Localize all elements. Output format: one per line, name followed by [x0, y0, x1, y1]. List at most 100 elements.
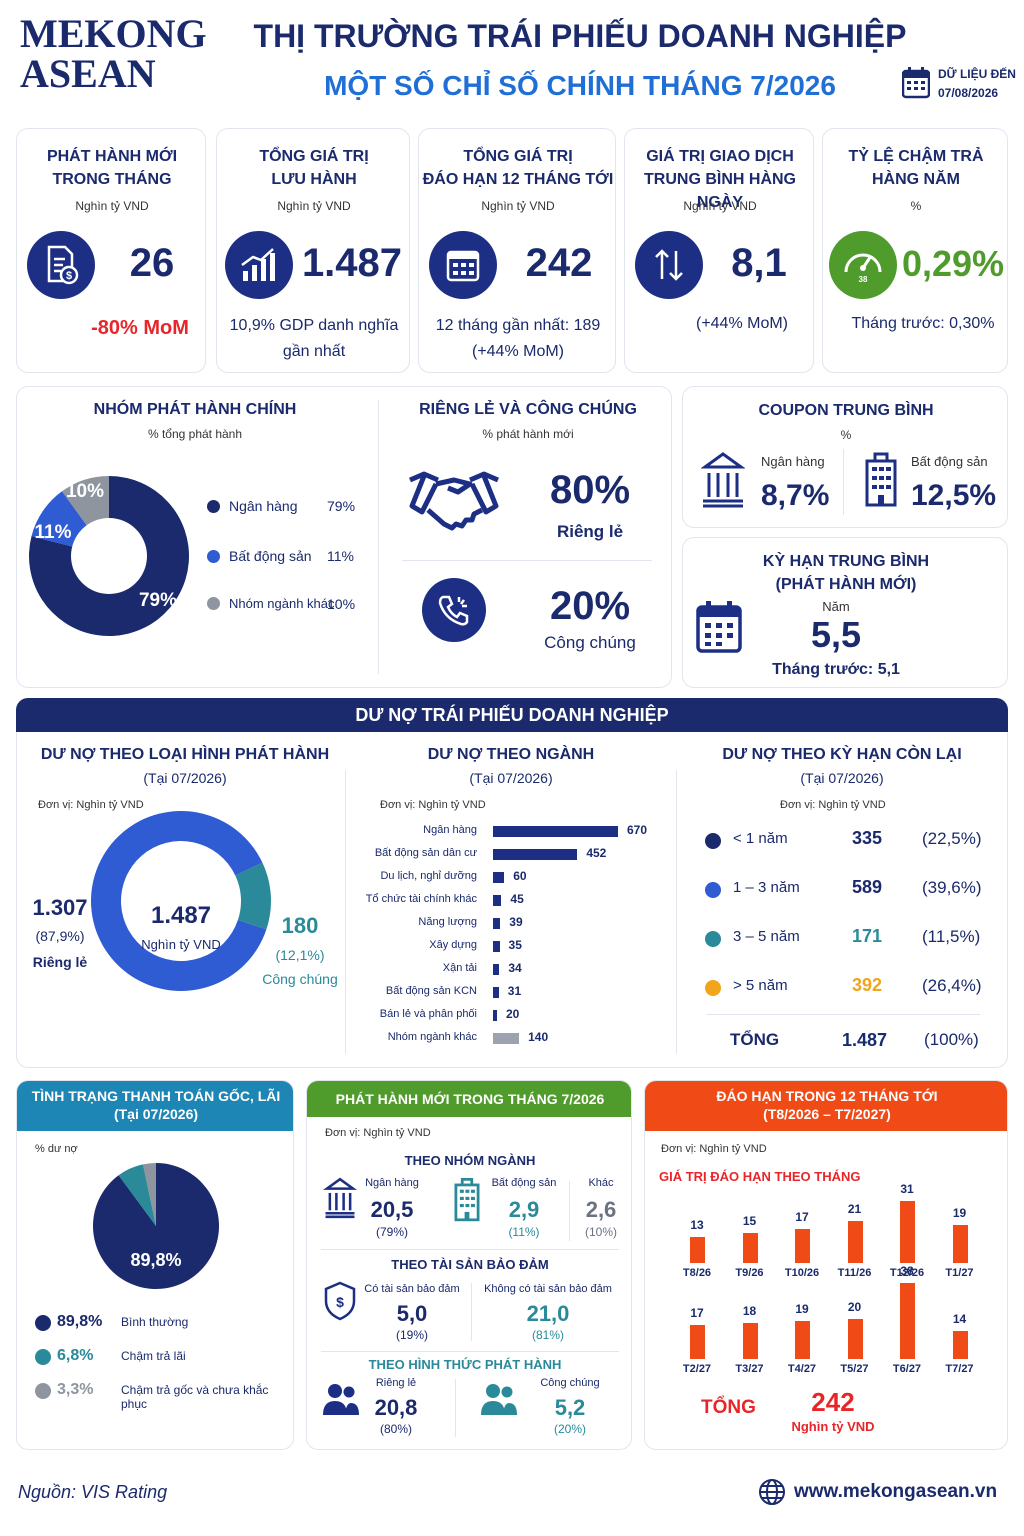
phone-icon — [422, 578, 486, 642]
sector-bar — [493, 895, 502, 906]
kpi-title-line1: GIÁ TRỊ GIAO DỊCH — [646, 148, 794, 165]
sector-bar-value: 670 — [627, 823, 648, 837]
page-title: THỊ TRƯỜNG TRÁI PHIẾU DOANH NGHIỆP — [253, 18, 907, 54]
month-bar — [742, 1323, 758, 1359]
tenor-card: KỲ HẠN TRUNG BÌNH (PHÁT HÀNH MỚI) Năm 5,5… — [682, 537, 1008, 688]
month-bar-value: 19 — [952, 1206, 967, 1220]
coupon-title: COUPON TRUNG BÌNH — [758, 402, 934, 419]
apartment-building-icon — [451, 1177, 483, 1228]
payment-legend-value: 89,8% — [57, 1313, 103, 1330]
new-issue-card: PHÁT HÀNH MỚI TRONG THÁNG 7/2026 Đơn vị:… — [306, 1080, 632, 1450]
payment-legend-dot — [35, 1315, 51, 1331]
month-bar-label: T10/26 — [784, 1267, 820, 1279]
sector-bar — [493, 826, 618, 837]
form-label: Riêng lẻ — [375, 1377, 417, 1389]
debt-type-center-value: 1.487 — [150, 902, 212, 929]
coupon-re-value: 12,5% — [911, 479, 997, 512]
payment-legend-dot — [35, 1349, 51, 1365]
month-bar — [742, 1233, 758, 1263]
sector-bar-value: 39 — [509, 915, 523, 929]
calendar-icon — [429, 231, 497, 299]
sector-bar-value: 452 — [586, 846, 607, 860]
sector-value: 20,5 — [370, 1197, 414, 1222]
maturity-row-label: 1 – 3 năm — [733, 879, 800, 896]
month-bar-label: T6/27 — [892, 1363, 922, 1375]
svg-text:$: $ — [336, 1294, 344, 1310]
month-bar-label: T8/26 — [682, 1267, 712, 1279]
kpi-unit: % — [910, 199, 922, 213]
sector-bar-label: Năng lượng — [418, 916, 477, 928]
debt-section-header: DƯ NỢ TRÁI PHIẾU DOANH NGHIỆP — [16, 698, 1008, 732]
collateral-label: Có tài sản bảo đảm — [364, 1283, 460, 1295]
calendar-icon — [901, 67, 931, 104]
month-bar-value: 15 — [742, 1214, 757, 1228]
coupon-unit: % — [840, 428, 852, 442]
brand-line2: ASEAN — [20, 51, 156, 96]
payment-legend-label: Bình thường — [121, 1315, 189, 1329]
legend-dot-bank — [207, 500, 220, 513]
month-bar — [795, 1229, 810, 1263]
kpi-note-line1: 12 tháng gần nhất: 189 — [435, 317, 601, 334]
kpi-note: Tháng trước: 0,30% — [851, 315, 995, 332]
maturity-row-value: 171 — [852, 926, 883, 946]
debt-maturity-list: < 1 năm 335 (22,5%) 1 – 3 năm 589 (39,6%) 3 – … — [690, 820, 1000, 1010]
growth-chart-icon — [225, 231, 293, 299]
kpi-unit: Nghìn tỷ VND — [683, 199, 757, 213]
legend-value: 11% — [327, 548, 354, 564]
payment-center-label: 89,8% — [130, 1250, 181, 1270]
kpi-value: 0,29% — [901, 243, 1005, 284]
sector-bar-label: Xận tải — [442, 962, 477, 974]
sector-bar — [493, 987, 499, 998]
tenor-title: KỲ HẠN TRUNG BÌNH (PHÁT HÀNH MỚI) — [683, 550, 1009, 596]
month-bar-value: 38 — [900, 1264, 914, 1278]
kpi-card-trading: GIÁ TRỊ GIAO DỊCH TRUNG BÌNH HÀNG NGÀY Ng… — [624, 128, 814, 373]
debt-sector-bar-chart: Ngân hàng 670 Bất động sản dân cư 452 Du lịc… — [350, 820, 672, 1056]
month-bar-value: 13 — [690, 1218, 704, 1232]
kpi-title: GIÁ TRỊ GIAO DỊCH TRUNG BÌNH HÀNG NGÀY — [625, 145, 815, 214]
gauge-label: 38 — [859, 275, 868, 284]
new-issue-header: PHÁT HÀNH MỚI TRONG THÁNG 7/2026 — [307, 1081, 631, 1117]
payment-legend-value: 3,3% — [57, 1381, 94, 1398]
month-bar — [900, 1283, 915, 1359]
section-divider — [345, 770, 346, 1054]
tenor-unit: Năm — [822, 599, 850, 614]
debt-type-donut — [91, 811, 271, 991]
issuer-group-subtitle: % tổng phát hành — [147, 427, 243, 441]
website-link[interactable]: www.mekongasean.vn — [794, 1481, 998, 1502]
payment-unit: % dư nợ — [35, 1143, 78, 1155]
sector-value: 2,9 — [508, 1197, 540, 1222]
form-pct: (20%) — [553, 1422, 586, 1436]
coupon-bank-value: 8,7% — [761, 479, 830, 512]
payment-legend: 89,8% Bình thường 6,8% Chậm trả lãi 3,3% Chậm… — [33, 1305, 293, 1415]
kpi-title-line2: TRUNG BÌNH HÀNG NGÀY — [644, 171, 796, 211]
payment-legend-label: Chậm trả gốc và chưa khắc phục — [121, 1383, 269, 1411]
globe-icon — [758, 1478, 786, 1511]
maturity-row-value: 589 — [852, 877, 883, 897]
form-value: 20,8 — [374, 1395, 418, 1420]
kpi-value: 26 — [129, 241, 175, 285]
card-divider — [455, 1379, 456, 1437]
debt-type-date: (Tại 07/2026) — [143, 770, 227, 786]
kpi-note-line2: gần nhất — [282, 343, 346, 360]
card-divider — [843, 449, 844, 515]
kpi-title-line1: TỔNG GIÁ TRỊ — [259, 148, 369, 165]
legend-label: Ngân hàng — [229, 498, 298, 514]
debt-sector-unit: Đơn vị: Nghìn tỷ VND — [380, 799, 486, 811]
sector-pct: (11%) — [508, 1225, 540, 1239]
date-value: 07/08/2026 — [938, 86, 999, 100]
section-divider — [706, 1014, 980, 1015]
slice-late-interest — [118, 1164, 156, 1226]
collateral-value: 21,0 — [526, 1301, 570, 1326]
sector-label: Bất động sản — [491, 1177, 557, 1189]
month-bar — [900, 1201, 915, 1263]
maturity-total-value: 1.487 — [842, 1030, 888, 1050]
handshake-icon — [408, 466, 500, 539]
kpi-title-line2: TRONG THÁNG — [52, 171, 172, 188]
month-bar-value: 17 — [795, 1210, 809, 1224]
kpi-title-line1: TỔNG GIÁ TRỊ — [463, 148, 573, 165]
debt-maturity-title: DƯ NỢ THEO KỲ HẠN CÒN LẠI — [722, 746, 962, 763]
maturity-total-pct: (100%) — [924, 1030, 979, 1049]
slice-label-realestate: 11% — [35, 522, 72, 543]
sector-value: 2,6 — [585, 1197, 617, 1222]
people-icon — [321, 1381, 361, 1422]
